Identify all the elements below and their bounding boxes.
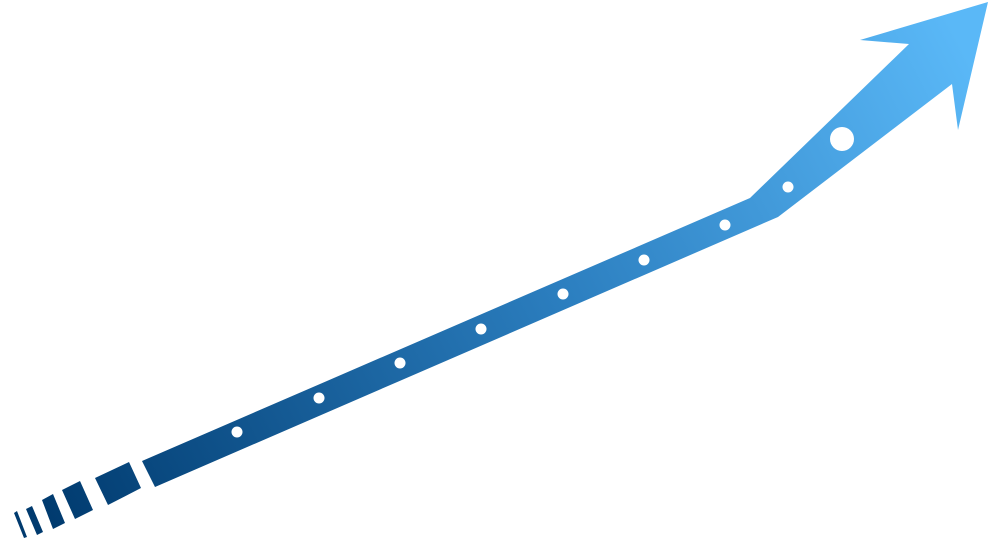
shaft-dot	[782, 181, 794, 193]
arrow-body	[142, 2, 988, 487]
tail-stripe	[95, 462, 141, 505]
tail-stripes	[14, 462, 141, 538]
shaft-dot	[475, 323, 487, 335]
large-dot	[830, 127, 854, 151]
shaft-dot	[719, 219, 731, 231]
shaft-dot	[313, 392, 325, 404]
shaft-dots	[231, 127, 854, 438]
shaft-dot	[638, 254, 650, 266]
shaft-dot	[394, 357, 406, 369]
tail-stripe	[42, 494, 65, 529]
tail-stripe	[62, 481, 93, 519]
shaft-dot	[231, 426, 243, 438]
tail-stripe	[26, 506, 43, 535]
shaft-dot	[557, 288, 569, 300]
tail-stripe	[14, 511, 27, 538]
